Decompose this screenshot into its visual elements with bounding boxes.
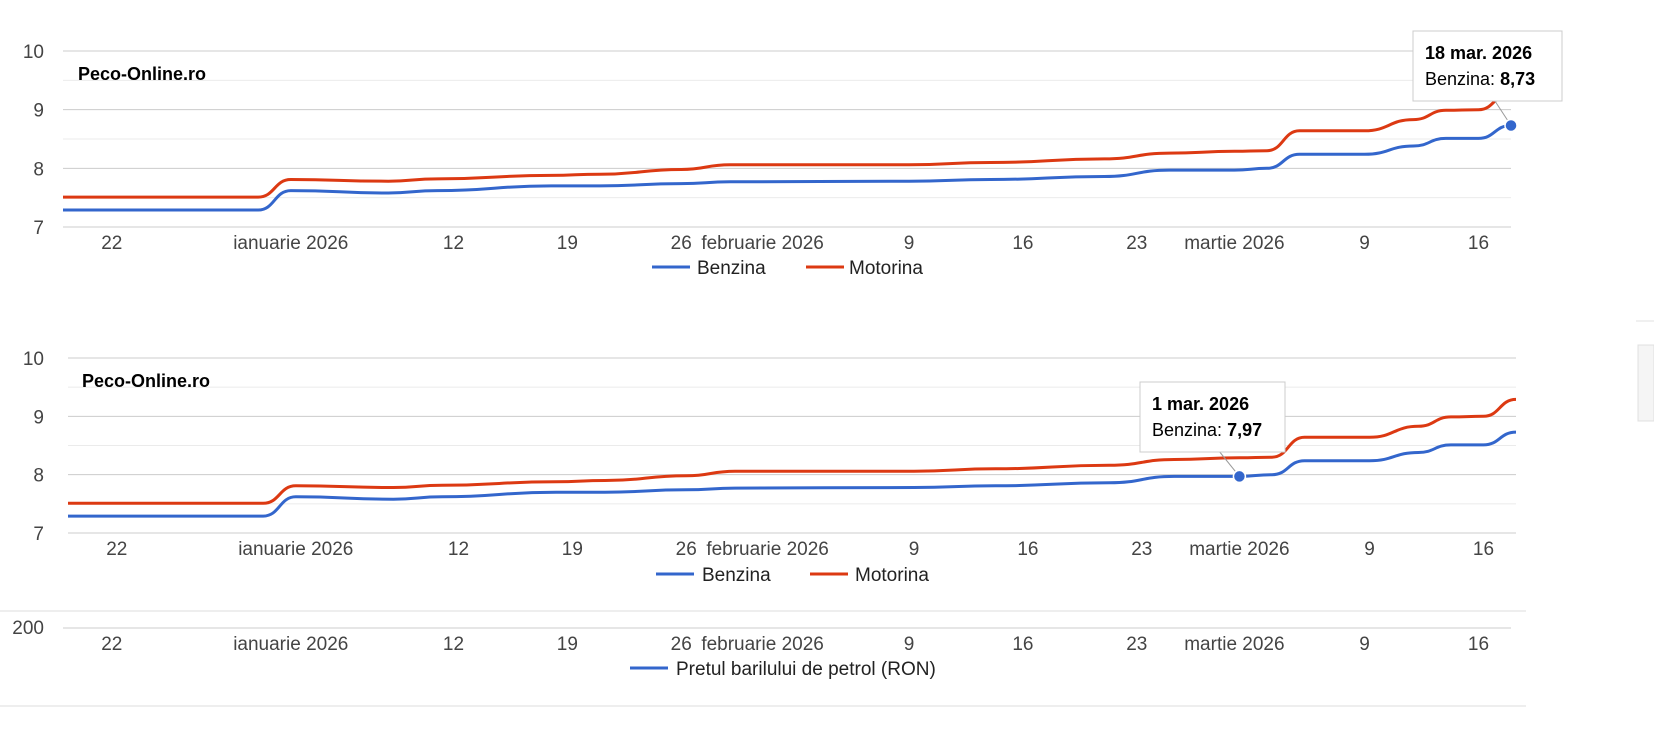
x-tick-label: 9 — [909, 539, 920, 560]
x-tick-label: ianuarie 2026 — [238, 539, 353, 560]
x-tick-label: 22 — [101, 233, 122, 254]
tooltip-line: Benzina: 8,73 — [1425, 69, 1535, 89]
x-tick-label: februarie 2026 — [701, 634, 824, 655]
x-tick-label: 12 — [443, 634, 464, 655]
legend-motorina-label[interactable]: Motorina — [849, 258, 923, 279]
x-tick-label: martie 2026 — [1184, 634, 1284, 655]
x-tick-label: 12 — [443, 233, 464, 254]
y-axis-labels: 7 8 9 10 — [23, 349, 44, 545]
y-tick-label: 9 — [33, 101, 44, 122]
x-axis-labels: 22 ianuarie 2026 12 19 26 februarie 2026… — [101, 233, 1489, 254]
tooltip-value: 8,73 — [1500, 69, 1535, 89]
chart-title: Peco-Online.ro — [78, 64, 206, 84]
legend-benzina-label[interactable]: Benzina — [697, 258, 766, 279]
x-tick-label: 19 — [557, 233, 578, 254]
y-tick-label: 10 — [23, 349, 44, 370]
x-axis-labels: 22 ianuarie 2026 12 19 26 februarie 2026… — [101, 634, 1489, 655]
x-tick-label: februarie 2026 — [706, 539, 829, 560]
x-tick-label: 19 — [562, 539, 583, 560]
x-tick-label: 12 — [448, 539, 469, 560]
tooltip-line: Benzina: 7,97 — [1152, 420, 1262, 440]
x-tick-label: 9 — [904, 634, 915, 655]
y-tick-label: 7 — [33, 524, 44, 545]
fuel-price-chart-2: 7 8 9 10 22 ianuarie 2026 12 19 26 febru… — [23, 349, 1517, 586]
motorina-series-line[interactable] — [67, 397, 1517, 505]
x-tick-label: 26 — [671, 233, 692, 254]
x-tick-label: 9 — [1359, 233, 1370, 254]
x-tick-label: 16 — [1473, 539, 1494, 560]
x-tick-label: 26 — [671, 634, 692, 655]
tooltip-box — [1139, 381, 1286, 453]
tooltip-value: 7,97 — [1227, 420, 1262, 440]
legend-oil-label[interactable]: Pretul barilului de petrol (RON) — [676, 659, 936, 680]
tooltip-date: 1 mar. 2026 — [1152, 394, 1249, 414]
y-tick-label: 7 — [33, 218, 44, 239]
legend: Benzina Motorina — [652, 258, 923, 279]
x-tick-label: martie 2026 — [1189, 539, 1289, 560]
y-tick-label: 8 — [33, 466, 44, 487]
x-tick-label: 16 — [1468, 233, 1489, 254]
legend-benzina-label[interactable]: Benzina — [702, 565, 771, 586]
x-tick-label: 26 — [676, 539, 697, 560]
grid — [68, 357, 1516, 534]
benzina-series-line[interactable] — [62, 124, 1512, 212]
x-tick-label: februarie 2026 — [701, 233, 824, 254]
x-tick-label: 16 — [1012, 634, 1033, 655]
tooltip-series-label: Benzina: — [1425, 69, 1495, 89]
benzina-series-line[interactable] — [68, 430, 1517, 518]
fuel-price-chart-1: 7 8 9 10 22 ianuarie 2026 12 19 26 febru… — [23, 30, 1563, 279]
tooltip-series-label: Benzina: — [1152, 420, 1222, 440]
x-tick-label: martie 2026 — [1184, 233, 1284, 254]
scrollbar-thumb[interactable] — [1637, 344, 1654, 422]
highlighted-data-point[interactable] — [1232, 469, 1247, 484]
legend: Pretul barilului de petrol (RON) — [630, 659, 936, 680]
chart-title: Peco-Online.ro — [82, 371, 210, 391]
x-tick-label: 23 — [1126, 634, 1147, 655]
x-tick-label: 22 — [101, 634, 122, 655]
oil-price-chart: 200 22 ianuarie 2026 12 19 26 februarie … — [0, 610, 1526, 707]
y-tick-label: 8 — [33, 159, 44, 180]
x-tick-label: 23 — [1126, 233, 1147, 254]
legend: Benzina Motorina — [656, 565, 929, 586]
x-tick-label: ianuarie 2026 — [233, 634, 348, 655]
x-tick-label: 16 — [1012, 233, 1033, 254]
x-tick-label: 22 — [106, 539, 127, 560]
x-tick-label: ianuarie 2026 — [233, 233, 348, 254]
x-tick-label: 9 — [1359, 634, 1370, 655]
x-tick-label: 16 — [1468, 634, 1489, 655]
y-axis-labels: 7 8 9 10 — [23, 42, 44, 239]
y-tick-label: 200 — [12, 618, 44, 639]
x-tick-label: 9 — [904, 233, 915, 254]
y-tick-label: 9 — [33, 407, 44, 428]
tooltip: 1 mar. 2026 Benzina: 7,97 — [1139, 381, 1286, 484]
x-axis-labels: 22 ianuarie 2026 12 19 26 februarie 2026… — [106, 539, 1494, 560]
x-tick-label: 16 — [1017, 539, 1038, 560]
tooltip: 18 mar. 2026 Benzina: 8,73 — [1412, 30, 1563, 133]
highlighted-data-point[interactable] — [1504, 118, 1518, 133]
tooltip-date: 18 mar. 2026 — [1425, 43, 1532, 63]
x-tick-label: 23 — [1131, 539, 1152, 560]
x-tick-label: 19 — [557, 634, 578, 655]
motorina-series-line[interactable] — [63, 91, 1512, 199]
x-tick-label: 9 — [1364, 539, 1375, 560]
grid — [63, 50, 1511, 228]
legend-motorina-label[interactable]: Motorina — [855, 565, 929, 586]
y-tick-label: 10 — [23, 42, 44, 63]
tooltip-box — [1412, 30, 1563, 102]
